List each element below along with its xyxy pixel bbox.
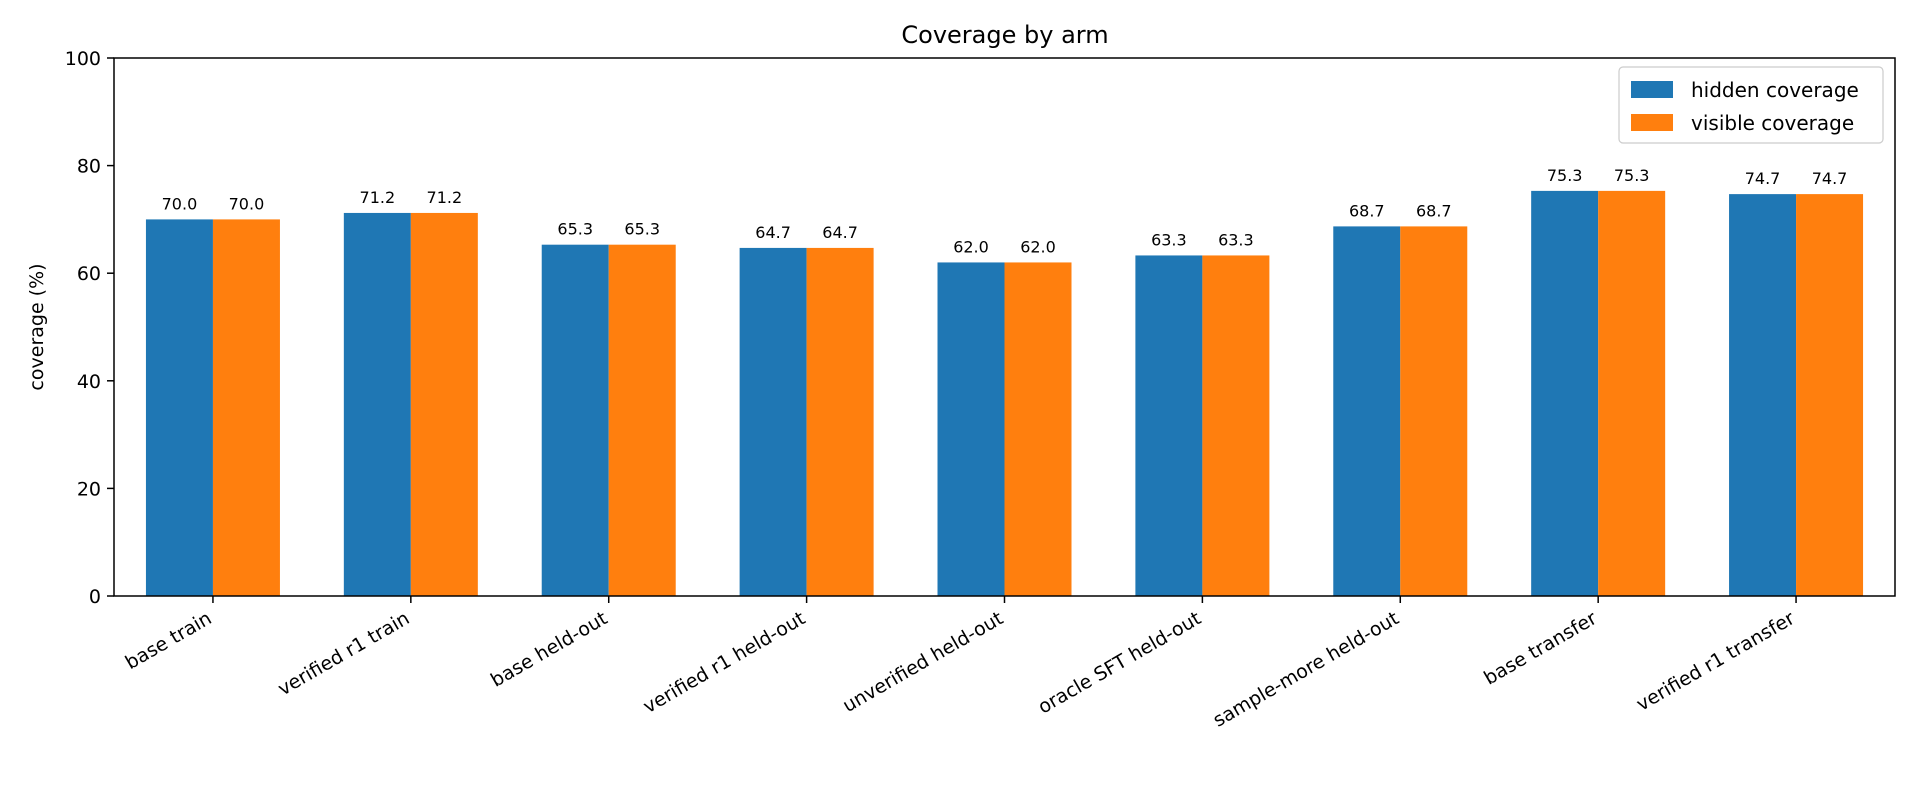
y-tick-label: 40: [77, 371, 101, 393]
data-label: 75.3: [1547, 166, 1583, 185]
bar: [1400, 226, 1468, 597]
bar: [1531, 190, 1599, 597]
bar: [1598, 190, 1666, 597]
legend-swatch: [1631, 81, 1673, 98]
bar: [806, 247, 874, 596]
x-tick-label: verified r1 held-out: [640, 607, 810, 718]
legend-box: [1618, 66, 1884, 144]
legend: hidden coverage visible coverage: [1618, 66, 1884, 144]
bar: [1135, 255, 1203, 597]
data-label: 70.0: [162, 194, 198, 213]
data-label: 70.0: [229, 194, 265, 213]
y-tick-label: 80: [77, 156, 101, 178]
data-label: 68.7: [1416, 201, 1452, 220]
data-label: 63.3: [1151, 230, 1187, 249]
bar: [937, 262, 1005, 596]
data-label: 64.7: [822, 223, 858, 242]
bar: [541, 244, 609, 596]
bar: [1796, 194, 1864, 596]
data-label: 74.7: [1812, 169, 1848, 188]
data-label: 68.7: [1349, 201, 1385, 220]
data-label: 63.3: [1218, 230, 1254, 249]
data-label: 65.3: [624, 220, 660, 239]
y-tick-label: 20: [77, 478, 101, 500]
bar: [1202, 255, 1270, 597]
y-axis-label: coverage (%): [26, 263, 48, 390]
data-label: 64.7: [755, 223, 791, 242]
legend-label: visible coverage: [1691, 111, 1854, 135]
chart-title: Coverage by arm: [901, 21, 1108, 49]
x-tick-label: unverified held-out: [839, 607, 1007, 717]
data-label: 71.2: [427, 188, 463, 207]
x-tick-label: verified r1 transfer: [1633, 607, 1799, 716]
y-tick-label: 100: [65, 48, 101, 70]
x-tick-label: base train: [122, 607, 216, 674]
bar: [739, 247, 807, 596]
y-tick-label: 0: [89, 586, 101, 608]
bar: [212, 219, 280, 596]
x-tick-label: oracle SFT held-out: [1034, 607, 1205, 718]
bar: [145, 219, 213, 596]
legend-swatch: [1631, 114, 1673, 131]
data-label: 62.0: [1020, 237, 1056, 256]
data-label: 71.2: [360, 188, 396, 207]
x-tick-label: base transfer: [1480, 607, 1601, 689]
legend-label: hidden coverage: [1691, 78, 1859, 102]
bar: [1333, 226, 1401, 597]
bar: [410, 212, 478, 596]
plot-area: 70.0 71.2 65.3 64.7 62.0 63.3 68.7 75.3 74.7 70.0…: [65, 48, 1896, 732]
x-tick-label: sample-more held-out: [1209, 607, 1402, 731]
x-tick-label: verified r1 train: [274, 607, 413, 700]
bar: [608, 244, 676, 596]
data-label: 62.0: [953, 237, 989, 256]
data-label: 65.3: [557, 220, 593, 239]
data-label: 75.3: [1614, 166, 1650, 185]
data-label: 74.7: [1745, 169, 1781, 188]
x-tick-label: base held-out: [487, 607, 611, 691]
bar: [1729, 194, 1797, 596]
bar: [343, 212, 411, 596]
y-tick-label: 60: [77, 263, 101, 285]
bar: [1004, 262, 1072, 596]
